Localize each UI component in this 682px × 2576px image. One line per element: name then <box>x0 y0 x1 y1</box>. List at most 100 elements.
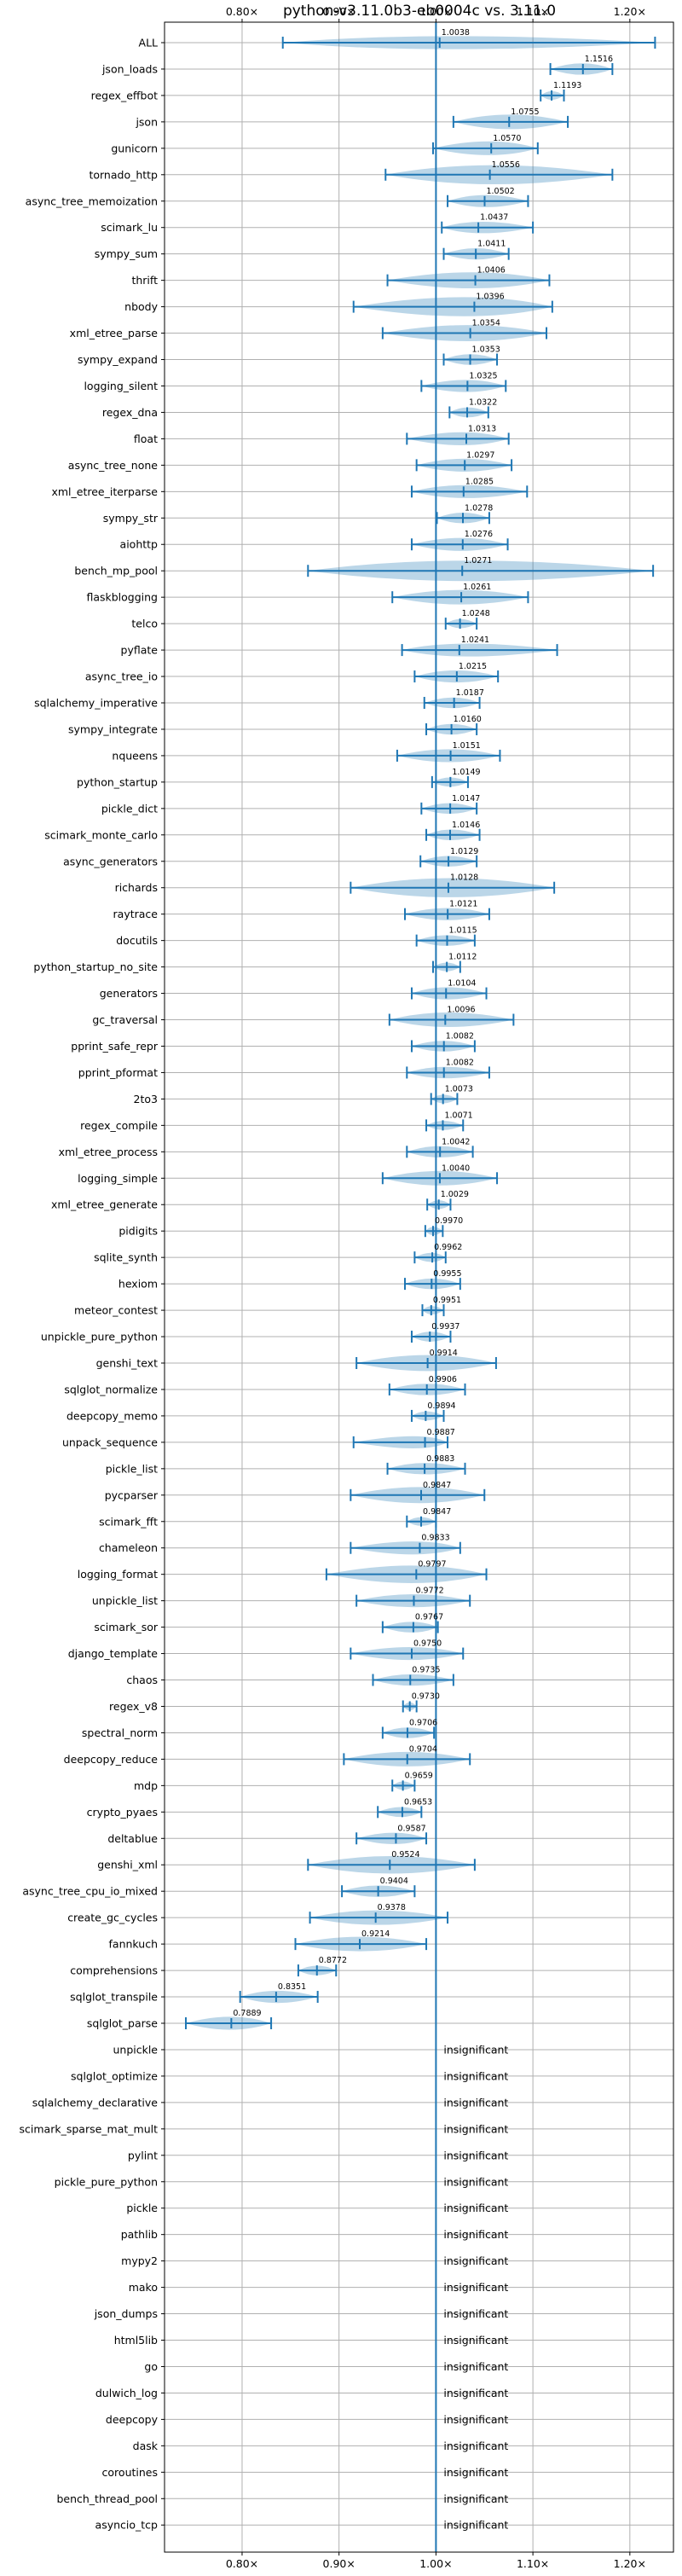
benchmark-label: scimark_sparse_mat_mult <box>20 2122 159 2135</box>
data-label: 1.0570 <box>493 134 521 143</box>
benchmark-label: pylint <box>128 2149 158 2161</box>
label-layer: ALL 1.0038 json_loads 1.1516 regex_effbot 1.1… <box>20 28 614 2532</box>
data-label: 1.0248 <box>462 609 490 618</box>
data-label: 1.0411 <box>477 240 506 249</box>
benchmark-label: regex_effbot <box>91 89 158 102</box>
data-label: 0.9962 <box>434 1243 462 1252</box>
benchmark-label: scimark_monte_carlo <box>44 828 158 841</box>
data-label: 1.0354 <box>472 319 500 328</box>
data-label: 0.9914 <box>430 1349 458 1358</box>
data-label: 0.9970 <box>435 1216 463 1226</box>
benchmark-label: fannkuch <box>109 1938 158 1951</box>
data-label: 0.9772 <box>415 1587 443 1596</box>
benchmark-label: deepcopy_memo <box>66 1409 158 1422</box>
data-label: 0.8772 <box>319 1956 347 1965</box>
insignificant-label: insignificant <box>443 2466 508 2479</box>
benchmark-label: generators <box>100 987 158 1000</box>
data-label: 1.0285 <box>465 477 494 486</box>
x-tick-label-bottom: 1.10× <box>517 2557 549 2570</box>
insignificant-label: insignificant <box>443 2096 508 2109</box>
insignificant-label: insignificant <box>443 2281 508 2294</box>
plot-frame <box>164 21 674 2553</box>
data-label: 0.9706 <box>409 1718 437 1727</box>
benchmark-label: pprint_safe_repr <box>71 1040 159 1053</box>
x-tick-label-bottom: 0.80× <box>226 2557 258 2570</box>
data-label: 1.0096 <box>447 1006 475 1015</box>
benchmark-label: python_startup <box>77 775 158 788</box>
data-label: 1.0029 <box>441 1190 469 1199</box>
data-label: 0.9735 <box>412 1666 440 1675</box>
benchmark-label: xml_etree_iterparse <box>51 485 158 498</box>
benchmark-label: richards <box>115 881 158 894</box>
data-label: 0.9750 <box>413 1639 442 1649</box>
insignificant-label: insignificant <box>443 2043 508 2056</box>
benchmark-label: dask <box>133 2440 159 2452</box>
data-label: 0.9524 <box>391 1850 419 1859</box>
data-label: 0.9214 <box>361 1929 390 1939</box>
data-label: 0.9887 <box>427 1428 455 1437</box>
data-label: 1.0556 <box>492 160 520 170</box>
benchmark-label: regex_v8 <box>109 1700 158 1713</box>
data-label: 1.0073 <box>445 1084 473 1094</box>
benchmark-label: crypto_pyaes <box>87 1806 158 1819</box>
benchmark-label: async_tree_memoization <box>26 194 158 207</box>
insignificant-label: insignificant <box>443 2387 508 2399</box>
data-label: 1.0121 <box>449 900 477 909</box>
data-label: 1.0115 <box>448 926 477 936</box>
benchmark-label: unpack_sequence <box>62 1436 158 1448</box>
data-label: 1.1516 <box>585 55 613 64</box>
benchmark-label: sympy_sum <box>95 247 158 260</box>
data-label: 1.0151 <box>453 741 481 751</box>
data-label: 1.0271 <box>464 556 492 566</box>
benchmark-label: tornado_http <box>89 168 158 181</box>
benchmark-label: sqlglot_parse <box>87 2017 158 2030</box>
benchmark-label: float <box>134 432 158 445</box>
whisker-layer <box>185 37 656 2029</box>
data-label: 1.0261 <box>463 583 491 592</box>
benchmark-label: async_tree_none <box>68 459 159 472</box>
benchmark-label: unpickle_list <box>92 1594 158 1607</box>
data-label: 1.0313 <box>468 424 496 433</box>
benchmark-label: gunicorn <box>111 142 158 154</box>
data-label: 0.9404 <box>380 1877 408 1886</box>
benchmark-label: aiohttp <box>120 538 159 551</box>
benchmark-label: async_tree_io <box>85 670 158 683</box>
insignificant-label: insignificant <box>443 2307 508 2320</box>
data-label: 0.9797 <box>418 1560 446 1569</box>
insignificant-label: insignificant <box>443 2149 508 2161</box>
benchmark-label: deltablue <box>107 1832 158 1845</box>
data-label: 1.0278 <box>465 503 493 513</box>
benchmark-label: unpickle <box>113 2043 158 2056</box>
x-tick-label-bottom: 1.20× <box>614 2557 646 2570</box>
insignificant-label: insignificant <box>443 2492 508 2505</box>
benchmark-label: sqlite_synth <box>94 1251 158 1264</box>
data-label: 1.0149 <box>452 768 480 777</box>
benchmark-label: html5lib <box>114 2334 158 2347</box>
data-label: 1.0353 <box>472 345 500 355</box>
data-label: 1.0396 <box>476 293 504 302</box>
x-tick-label-top: 1.20× <box>614 5 646 18</box>
data-label: 0.9951 <box>433 1296 461 1305</box>
benchmark-label: thrift <box>131 274 158 287</box>
benchmark-label: async_generators <box>63 855 158 867</box>
data-label: 0.9833 <box>421 1534 449 1543</box>
benchmark-label: pickle_dict <box>101 802 158 815</box>
data-label: 0.9378 <box>378 1903 406 1912</box>
data-label: 0.9704 <box>409 1744 437 1754</box>
x-tick-label-top: 0.80× <box>226 5 258 18</box>
data-label: 1.0406 <box>477 266 506 276</box>
benchmark-label: raytrace <box>113 908 159 920</box>
benchmark-label: coroutines <box>102 2466 158 2479</box>
benchmark-label: genshi_xml <box>97 1859 158 1871</box>
benchmark-label: xml_etree_parse <box>70 327 159 339</box>
benchmark-label: unpickle_pure_python <box>41 1331 158 1343</box>
benchmark-label: chaos <box>126 1674 158 1686</box>
data-label: 0.9587 <box>397 1824 425 1833</box>
x-tick-label-bottom: 1.00× <box>419 2557 452 2570</box>
benchmark-label: python_startup_no_site <box>33 960 158 973</box>
insignificant-label: insignificant <box>443 2334 508 2347</box>
insignificant-label: insignificant <box>443 2413 508 2426</box>
benchmark-label: mdp <box>134 1779 158 1792</box>
insignificant-label: insignificant <box>443 2069 508 2082</box>
